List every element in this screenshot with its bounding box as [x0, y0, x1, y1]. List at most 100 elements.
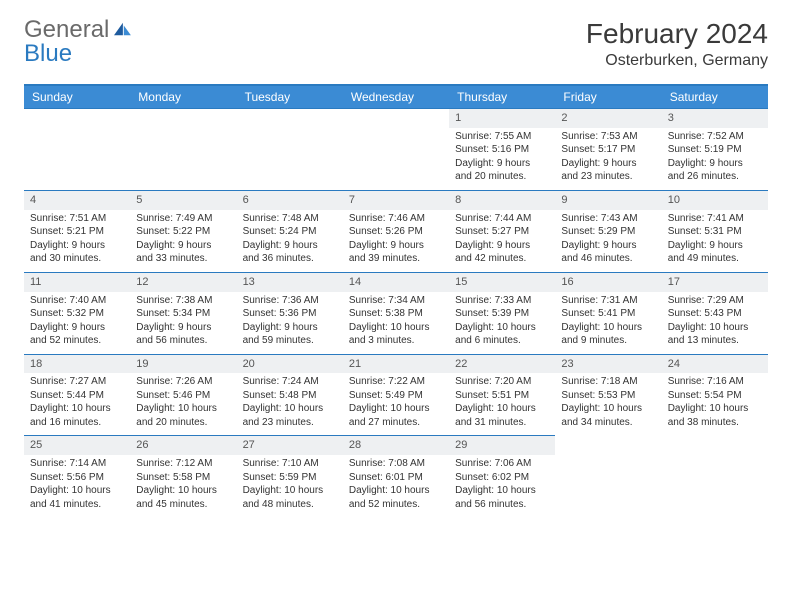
day-number: 1 — [449, 109, 555, 128]
day-info: Sunrise: 7:34 AMSunset: 5:38 PMDaylight:… — [343, 292, 449, 354]
sunrise-text: Sunrise: 7:46 AM — [349, 212, 443, 226]
daylight-text: Daylight: 10 hours and 27 minutes. — [349, 402, 443, 429]
sunrise-text: Sunrise: 7:34 AM — [349, 294, 443, 308]
sunset-text: Sunset: 5:49 PM — [349, 389, 443, 403]
title-block: February 2024 Osterburken, Germany — [586, 18, 768, 70]
day-cell: 19Sunrise: 7:26 AMSunset: 5:46 PMDayligh… — [130, 354, 236, 436]
day-cell: 13Sunrise: 7:36 AMSunset: 5:36 PMDayligh… — [237, 272, 343, 354]
daylight-text: Daylight: 9 hours and 33 minutes. — [136, 239, 230, 266]
day-cell: 4Sunrise: 7:51 AMSunset: 5:21 PMDaylight… — [24, 190, 130, 272]
day-info: Sunrise: 7:55 AMSunset: 5:16 PMDaylight:… — [449, 128, 555, 190]
day-cell: 10Sunrise: 7:41 AMSunset: 5:31 PMDayligh… — [662, 190, 768, 272]
day-number: 20 — [237, 355, 343, 374]
day-cell: 7Sunrise: 7:46 AMSunset: 5:26 PMDaylight… — [343, 190, 449, 272]
day-cell: 28Sunrise: 7:08 AMSunset: 6:01 PMDayligh… — [343, 435, 449, 517]
daylight-text: Daylight: 9 hours and 59 minutes. — [243, 321, 337, 348]
day-cell: 29Sunrise: 7:06 AMSunset: 6:02 PMDayligh… — [449, 435, 555, 517]
daylight-text: Daylight: 10 hours and 16 minutes. — [30, 402, 124, 429]
day-cell: 16Sunrise: 7:31 AMSunset: 5:41 PMDayligh… — [555, 272, 661, 354]
day-info: Sunrise: 7:27 AMSunset: 5:44 PMDaylight:… — [24, 373, 130, 435]
day-info: Sunrise: 7:33 AMSunset: 5:39 PMDaylight:… — [449, 292, 555, 354]
daylight-text: Daylight: 10 hours and 20 minutes. — [136, 402, 230, 429]
day-cell: 12Sunrise: 7:38 AMSunset: 5:34 PMDayligh… — [130, 272, 236, 354]
daylight-text: Daylight: 9 hours and 20 minutes. — [455, 157, 549, 184]
day-cell: 8Sunrise: 7:44 AMSunset: 5:27 PMDaylight… — [449, 190, 555, 272]
sunrise-text: Sunrise: 7:10 AM — [243, 457, 337, 471]
day-number: 15 — [449, 273, 555, 292]
day-info: Sunrise: 7:40 AMSunset: 5:32 PMDaylight:… — [24, 292, 130, 354]
weekday-header: Wednesday — [343, 86, 449, 108]
weekday-header: Saturday — [662, 86, 768, 108]
daylight-text: Daylight: 9 hours and 56 minutes. — [136, 321, 230, 348]
blank-cell — [130, 108, 236, 190]
daylight-text: Daylight: 9 hours and 23 minutes. — [561, 157, 655, 184]
day-info: Sunrise: 7:49 AMSunset: 5:22 PMDaylight:… — [130, 210, 236, 272]
sunset-text: Sunset: 5:51 PM — [455, 389, 549, 403]
day-number: 7 — [343, 191, 449, 210]
daylight-text: Daylight: 9 hours and 36 minutes. — [243, 239, 337, 266]
sunrise-text: Sunrise: 7:43 AM — [561, 212, 655, 226]
day-cell: 18Sunrise: 7:27 AMSunset: 5:44 PMDayligh… — [24, 354, 130, 436]
day-info: Sunrise: 7:12 AMSunset: 5:58 PMDaylight:… — [130, 455, 236, 517]
daylight-text: Daylight: 10 hours and 34 minutes. — [561, 402, 655, 429]
weekday-header: Tuesday — [237, 86, 343, 108]
day-info: Sunrise: 7:41 AMSunset: 5:31 PMDaylight:… — [662, 210, 768, 272]
sunrise-text: Sunrise: 7:53 AM — [561, 130, 655, 144]
daylight-text: Daylight: 9 hours and 30 minutes. — [30, 239, 124, 266]
day-info: Sunrise: 7:06 AMSunset: 6:02 PMDaylight:… — [449, 455, 555, 517]
day-number: 9 — [555, 191, 661, 210]
day-info: Sunrise: 7:52 AMSunset: 5:19 PMDaylight:… — [662, 128, 768, 190]
sunset-text: Sunset: 5:56 PM — [30, 471, 124, 485]
sunrise-text: Sunrise: 7:48 AM — [243, 212, 337, 226]
day-cell: 6Sunrise: 7:48 AMSunset: 5:24 PMDaylight… — [237, 190, 343, 272]
day-number: 14 — [343, 273, 449, 292]
day-info: Sunrise: 7:48 AMSunset: 5:24 PMDaylight:… — [237, 210, 343, 272]
sunset-text: Sunset: 5:32 PM — [30, 307, 124, 321]
sunset-text: Sunset: 5:53 PM — [561, 389, 655, 403]
logo-text-blue: Blue — [24, 40, 72, 67]
month-title: February 2024 — [586, 18, 768, 50]
sunset-text: Sunset: 5:48 PM — [243, 389, 337, 403]
sunrise-text: Sunrise: 7:12 AM — [136, 457, 230, 471]
sunrise-text: Sunrise: 7:44 AM — [455, 212, 549, 226]
day-info: Sunrise: 7:53 AMSunset: 5:17 PMDaylight:… — [555, 128, 661, 190]
day-info: Sunrise: 7:44 AMSunset: 5:27 PMDaylight:… — [449, 210, 555, 272]
sunset-text: Sunset: 5:24 PM — [243, 225, 337, 239]
sunrise-text: Sunrise: 7:38 AM — [136, 294, 230, 308]
day-number: 6 — [237, 191, 343, 210]
day-info: Sunrise: 7:14 AMSunset: 5:56 PMDaylight:… — [24, 455, 130, 517]
sunrise-text: Sunrise: 7:22 AM — [349, 375, 443, 389]
sunrise-text: Sunrise: 7:29 AM — [668, 294, 762, 308]
sunrise-text: Sunrise: 7:55 AM — [455, 130, 549, 144]
day-number: 26 — [130, 436, 236, 455]
sunrise-text: Sunrise: 7:41 AM — [668, 212, 762, 226]
day-cell: 15Sunrise: 7:33 AMSunset: 5:39 PMDayligh… — [449, 272, 555, 354]
day-info: Sunrise: 7:10 AMSunset: 5:59 PMDaylight:… — [237, 455, 343, 517]
header: GeneralBlue February 2024 Osterburken, G… — [24, 18, 768, 70]
daylight-text: Daylight: 9 hours and 26 minutes. — [668, 157, 762, 184]
sunset-text: Sunset: 5:21 PM — [30, 225, 124, 239]
day-number: 4 — [24, 191, 130, 210]
sunset-text: Sunset: 6:01 PM — [349, 471, 443, 485]
day-cell: 11Sunrise: 7:40 AMSunset: 5:32 PMDayligh… — [24, 272, 130, 354]
daylight-text: Daylight: 10 hours and 9 minutes. — [561, 321, 655, 348]
day-info: Sunrise: 7:29 AMSunset: 5:43 PMDaylight:… — [662, 292, 768, 354]
location: Osterburken, Germany — [586, 52, 768, 70]
weekday-header: Friday — [555, 86, 661, 108]
day-cell: 22Sunrise: 7:20 AMSunset: 5:51 PMDayligh… — [449, 354, 555, 436]
sunrise-text: Sunrise: 7:24 AM — [243, 375, 337, 389]
day-number: 16 — [555, 273, 661, 292]
sunrise-text: Sunrise: 7:20 AM — [455, 375, 549, 389]
weekday-header: Monday — [130, 86, 236, 108]
calendar-grid: SundayMondayTuesdayWednesdayThursdayFrid… — [24, 84, 768, 517]
sunset-text: Sunset: 5:36 PM — [243, 307, 337, 321]
sunset-text: Sunset: 5:41 PM — [561, 307, 655, 321]
daylight-text: Daylight: 10 hours and 23 minutes. — [243, 402, 337, 429]
daylight-text: Daylight: 10 hours and 41 minutes. — [30, 484, 124, 511]
day-cell: 1Sunrise: 7:55 AMSunset: 5:16 PMDaylight… — [449, 108, 555, 190]
day-number: 3 — [662, 109, 768, 128]
day-info: Sunrise: 7:46 AMSunset: 5:26 PMDaylight:… — [343, 210, 449, 272]
sunset-text: Sunset: 5:54 PM — [668, 389, 762, 403]
day-info: Sunrise: 7:20 AMSunset: 5:51 PMDaylight:… — [449, 373, 555, 435]
weekday-header: Sunday — [24, 86, 130, 108]
